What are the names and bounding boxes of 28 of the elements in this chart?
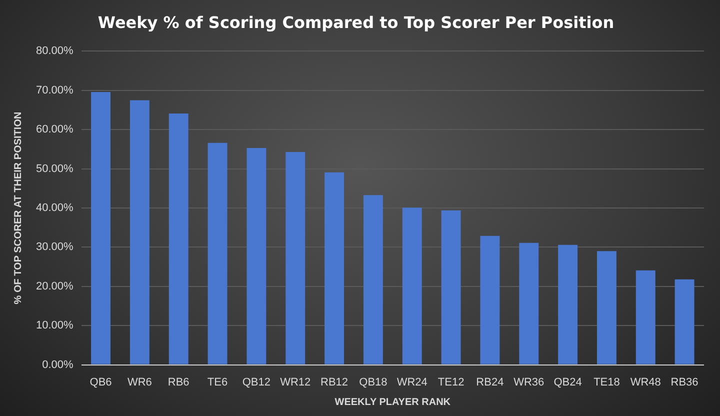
- x-tick-label: WR24: [396, 376, 428, 388]
- y-tick-label: 10.00%: [36, 320, 74, 332]
- x-tick-label: TE6: [207, 376, 228, 388]
- x-tick-label: TE18: [594, 376, 620, 388]
- y-axis-title: % OF TOP SCORER AT THEIR POSITION: [12, 112, 24, 304]
- x-tick-label: WR36: [514, 376, 544, 388]
- y-tick-label: 20.00%: [36, 280, 74, 292]
- x-tick-label: TE12: [438, 376, 464, 388]
- y-tick-label: 50.00%: [36, 162, 74, 175]
- y-tick-label: 70.00%: [36, 84, 74, 96]
- x-tick-label: RB6: [168, 376, 190, 388]
- x-tick-label: QB24: [554, 376, 582, 388]
- x-tick-label: RB36: [670, 376, 698, 388]
- x-tick-label: RB12: [320, 376, 348, 388]
- x-tick-label: QB18: [359, 376, 388, 388]
- x-tick-label: WR48: [630, 376, 661, 388]
- x-tick-label: RB24: [476, 376, 504, 388]
- y-tick-label: 0.00%: [42, 358, 74, 371]
- y-tick-label: 30.00%: [36, 241, 74, 254]
- chart-title: Weeky % of Scoring Compared to Top Scorer Per Position: [98, 12, 614, 32]
- y-tick-label: 80.00%: [36, 45, 74, 58]
- x-tick-label: WR6: [127, 376, 152, 388]
- y-tick-label: 40.00%: [36, 202, 74, 214]
- x-tick-label: WR12: [280, 376, 311, 388]
- x-tick-label: QB6: [90, 376, 112, 388]
- x-tick-label: QB12: [242, 376, 271, 388]
- y-tick-label: 60.00%: [36, 124, 74, 136]
- x-axis-title: WEEKLY PLAYER RANK: [334, 396, 452, 408]
